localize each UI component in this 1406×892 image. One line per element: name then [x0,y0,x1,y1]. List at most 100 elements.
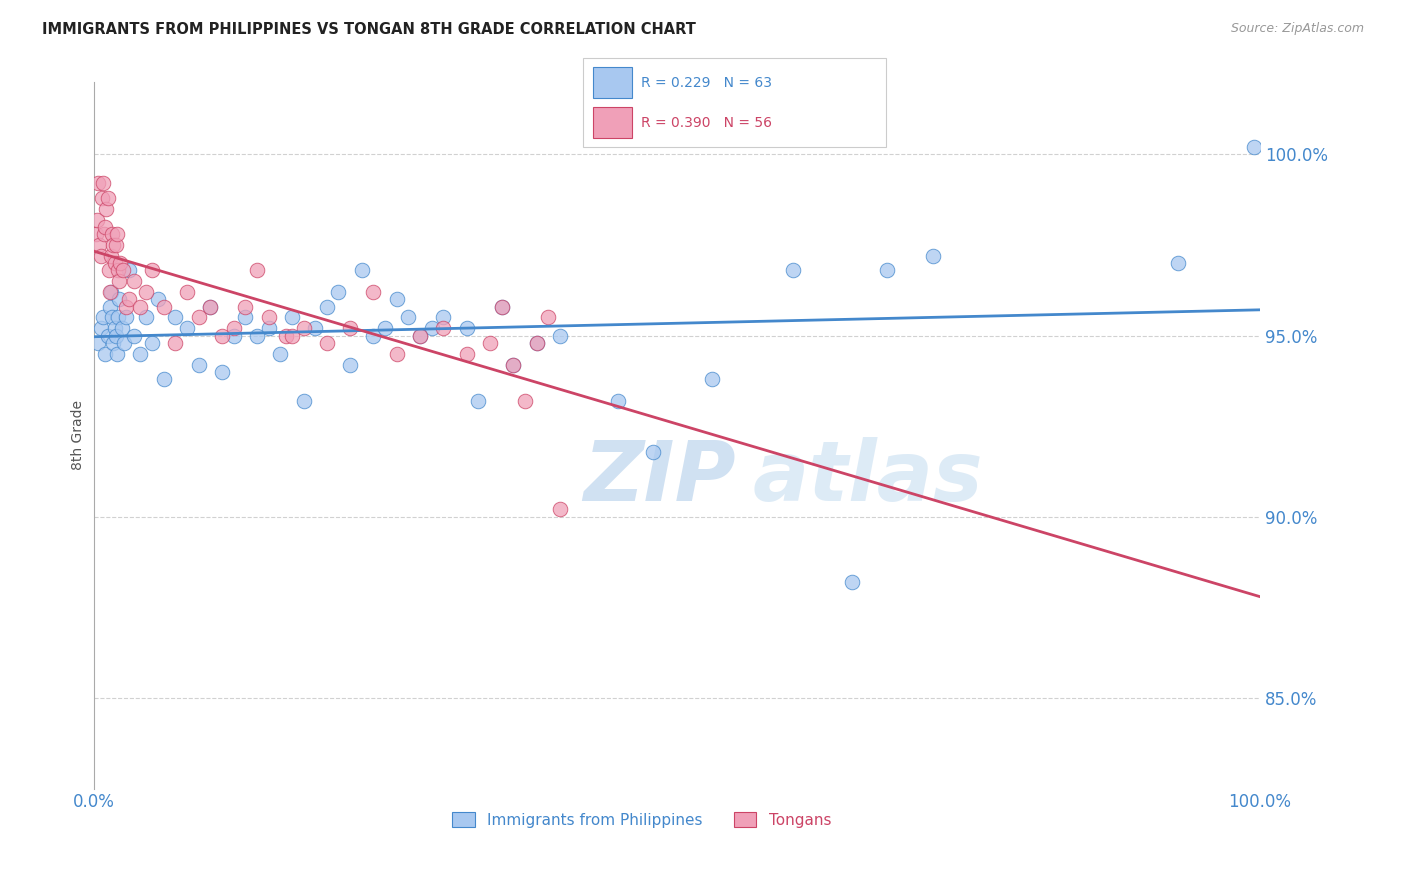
Point [100,249,122,263]
Point [141,263,163,277]
Point [281,328,304,343]
Point [135,285,157,299]
Point [876,263,898,277]
Text: Source: ZipAtlas.com: Source: ZipAtlas.com [1230,22,1364,36]
Point [456,321,478,335]
Point [108,293,131,307]
Point [456,347,478,361]
Point [304,321,326,335]
Point [152,300,174,314]
Point [643,444,665,458]
Point [97,328,120,343]
Point [922,249,945,263]
Point [146,293,169,307]
Point [152,372,174,386]
Point [115,300,138,314]
Point [105,347,128,361]
Point [200,300,222,314]
Point [257,310,280,325]
Point [165,335,187,350]
Point [491,300,513,314]
Point [141,335,163,350]
Point [548,328,571,343]
Point [537,310,560,325]
Point [103,238,125,252]
Point [90,191,112,205]
Point [782,263,804,277]
Point [124,328,146,343]
Text: atlas: atlas [752,437,983,518]
Point [363,285,385,299]
Point [89,238,111,252]
Point [100,285,122,299]
Point [103,256,125,270]
Point [257,321,280,335]
Point [112,335,135,350]
Point [187,310,209,325]
Point [491,300,513,314]
Point [87,177,110,191]
Point [104,238,127,252]
Point [200,300,222,314]
Point [107,263,129,277]
Point [91,310,114,325]
Point [97,191,120,205]
Point [502,358,524,372]
Point [315,300,337,314]
Point [103,335,125,350]
Legend: Immigrants from Philippines, Tongans: Immigrants from Philippines, Tongans [446,805,837,834]
Point [269,347,291,361]
Point [90,249,112,263]
Point [129,347,152,361]
Point [246,328,269,343]
Point [104,328,127,343]
Point [211,365,233,379]
Point [98,300,121,314]
Point [187,358,209,372]
Point [87,335,110,350]
Point [467,393,489,408]
Point [607,393,630,408]
Point [110,321,132,335]
Text: R = 0.229   N = 63: R = 0.229 N = 63 [641,76,772,89]
Point [101,310,124,325]
Point [246,263,269,277]
Point [84,227,107,241]
Point [90,321,112,335]
Point [94,219,117,234]
Point [409,328,432,343]
Point [98,285,121,299]
Point [432,310,454,325]
Point [107,310,129,325]
Point [1243,140,1265,154]
Point [274,328,297,343]
Point [135,310,157,325]
Point [339,321,361,335]
Point [124,274,146,288]
Text: R = 0.390   N = 56: R = 0.390 N = 56 [641,116,772,129]
Point [292,393,315,408]
Point [93,227,115,241]
Point [117,263,139,277]
Point [108,274,131,288]
Point [315,335,337,350]
Point [513,393,536,408]
Point [281,310,304,325]
Point [96,202,118,216]
Point [363,328,385,343]
Point [548,502,571,516]
Point [117,293,139,307]
Point [222,328,245,343]
Y-axis label: 8th Grade: 8th Grade [72,401,86,470]
Point [222,321,245,335]
Point [105,227,128,241]
Point [409,328,432,343]
Point [115,310,138,325]
Point [526,335,548,350]
Point [1167,256,1189,270]
Point [111,263,134,277]
Point [841,574,863,589]
Point [97,263,120,277]
Point [211,328,233,343]
Point [420,321,443,335]
